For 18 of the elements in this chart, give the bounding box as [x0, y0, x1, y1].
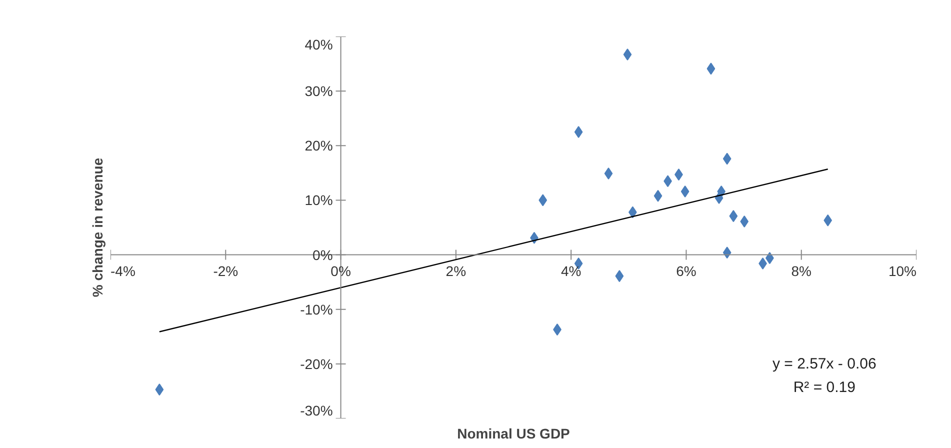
x-tick-label: 10%	[888, 262, 917, 279]
y-tick-label: 10%	[304, 192, 333, 208]
x-axis-title: Nominal US GDP	[457, 426, 570, 442]
y-tick-label: -10%	[300, 301, 333, 318]
y-tick-label: 30%	[304, 83, 333, 100]
x-tick-label: -4%	[110, 262, 136, 279]
x-tick-label: 8%	[791, 262, 812, 279]
y-tick-label: 40%	[304, 36, 333, 52]
y-tick-label: -30%	[300, 402, 333, 418]
annotation: R² = 0.19	[793, 378, 856, 396]
x-tick-label: 2%	[446, 262, 466, 279]
x-tick-label: -2%	[213, 262, 238, 279]
y-tick-label: -20%	[300, 356, 333, 372]
y-tick-label: 20%	[304, 138, 333, 154]
x-tick-label: 4%	[560, 262, 582, 279]
x-tick-label: 6%	[676, 262, 696, 279]
annotation: y = 2.57x - 0.06	[772, 355, 876, 372]
y-axis-title: % change in revenue	[90, 158, 106, 298]
